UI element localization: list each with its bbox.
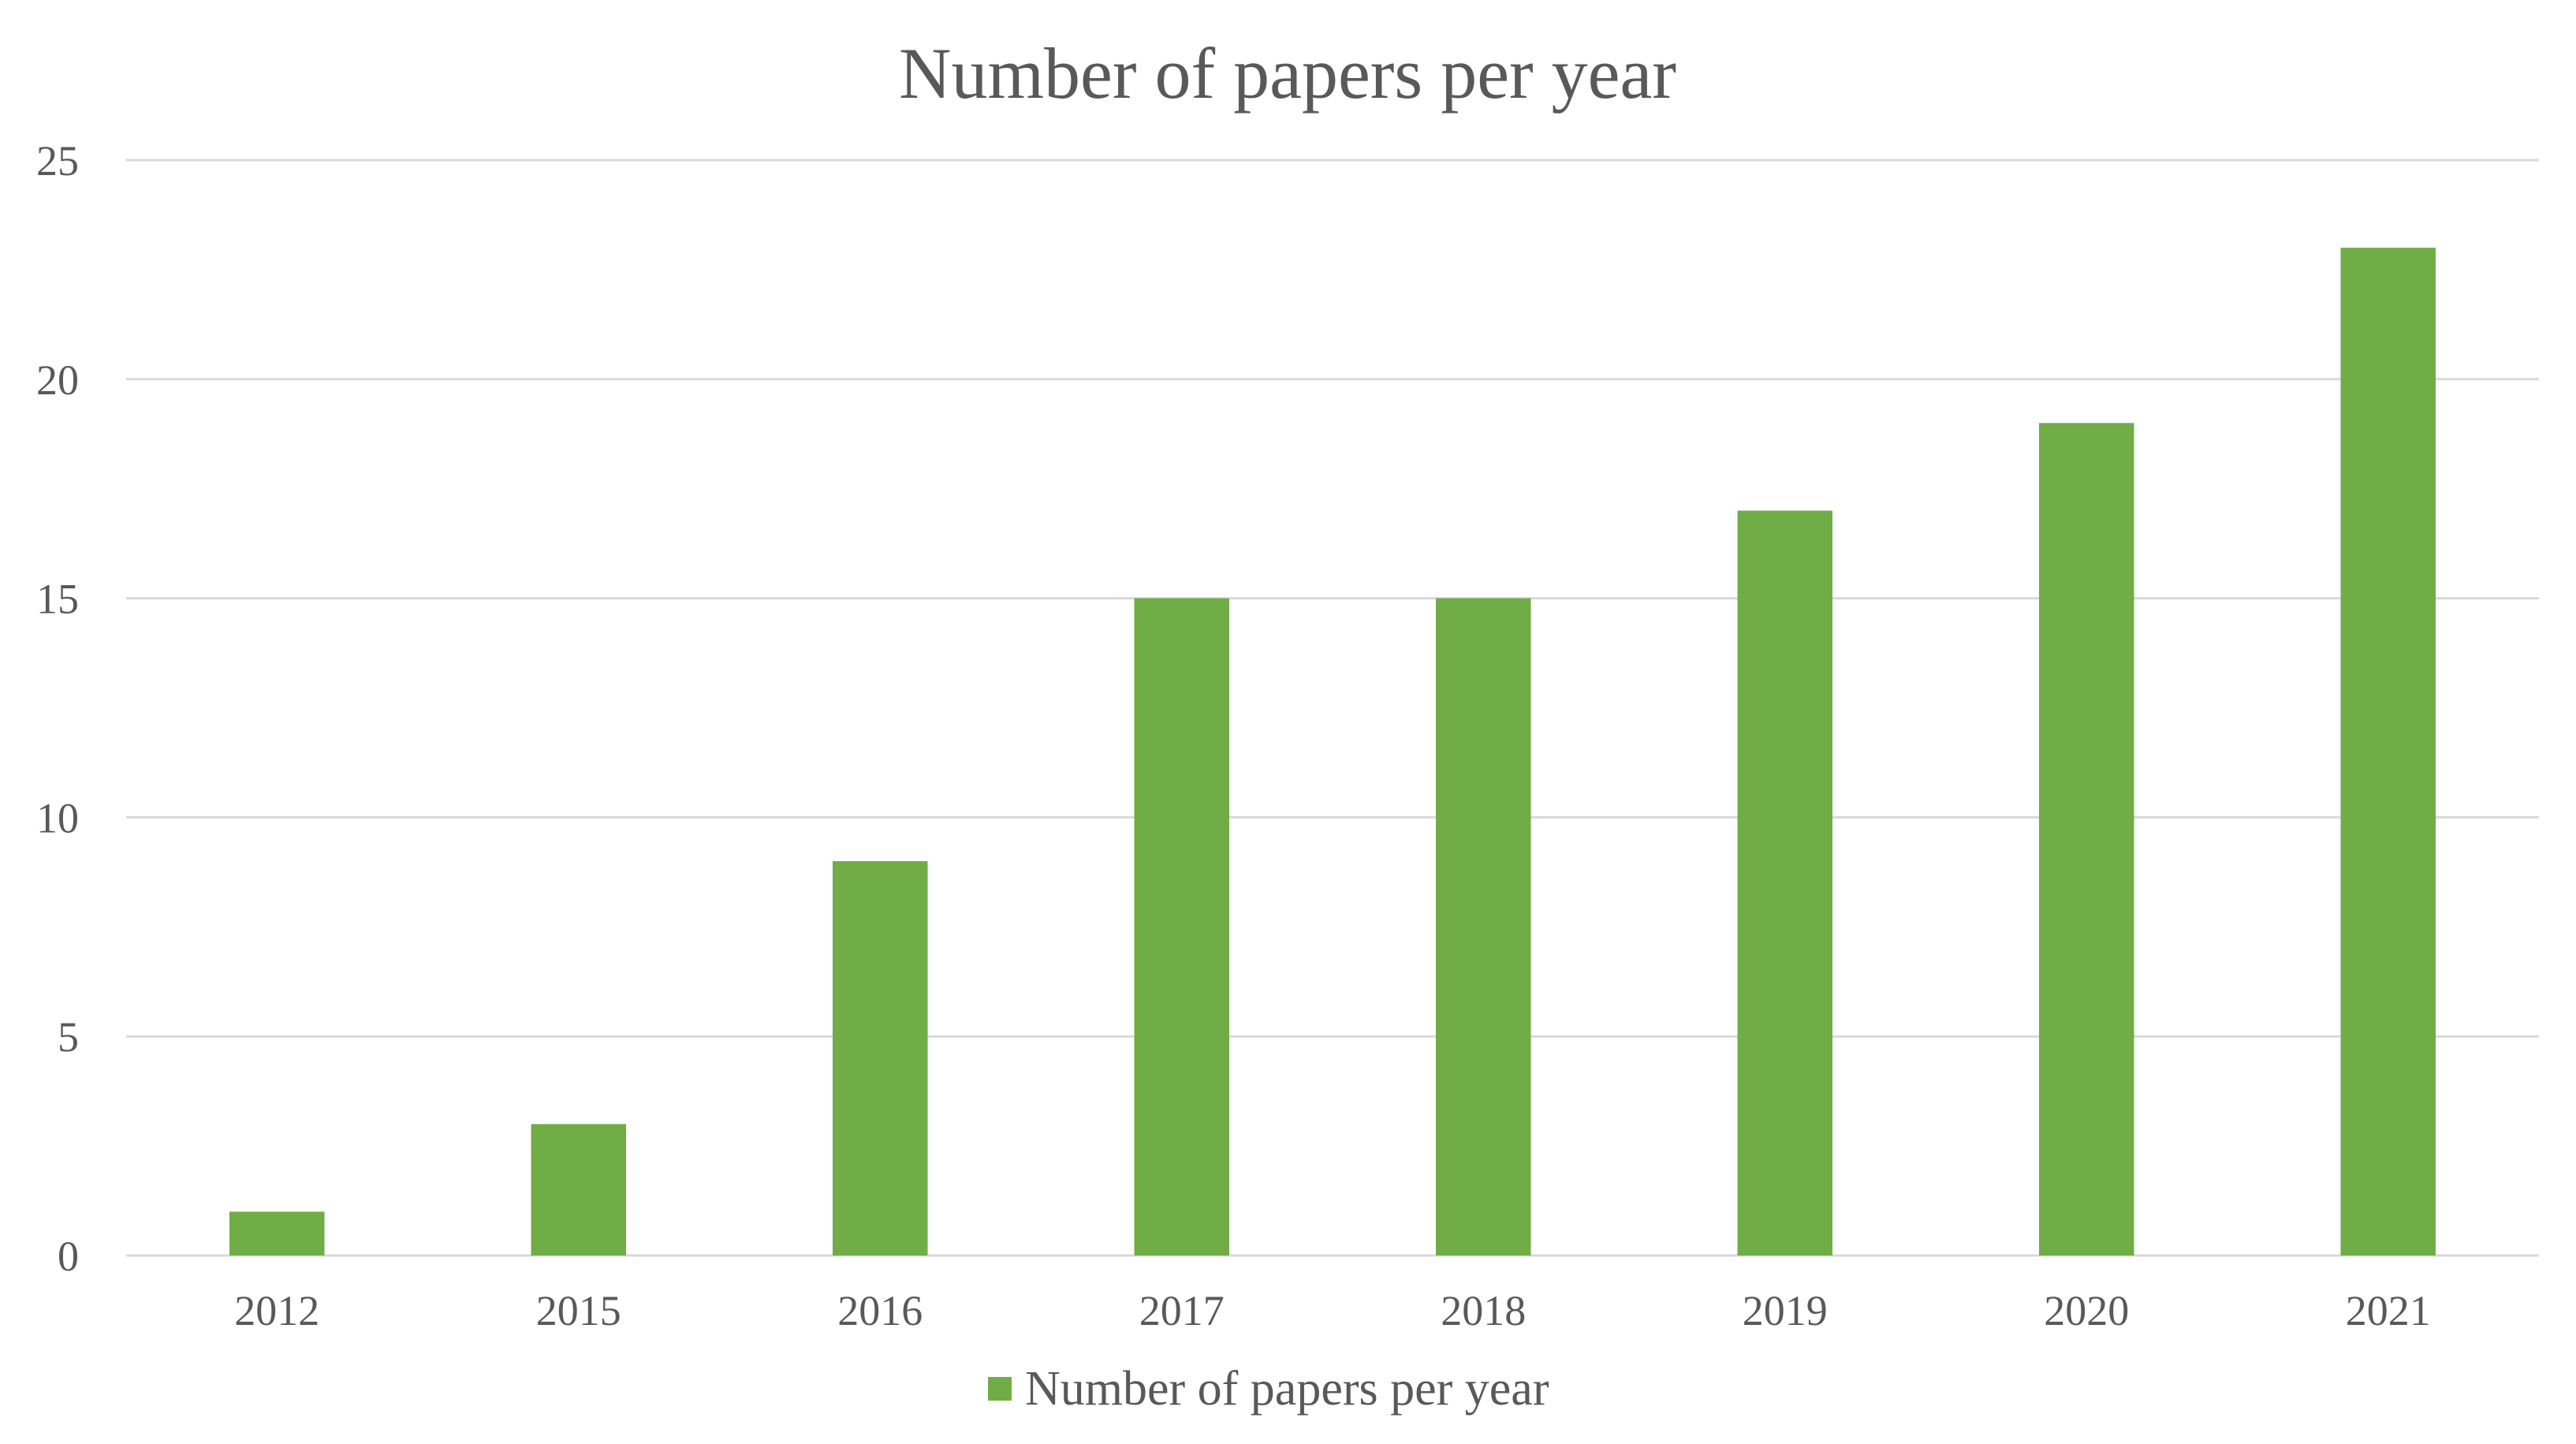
x-tick-label: 2021 (2346, 1287, 2431, 1334)
bar-2012 (229, 1211, 325, 1256)
x-tick-label: 2017 (1139, 1287, 1225, 1334)
bar-2021 (2340, 248, 2436, 1256)
y-tick-label: 5 (58, 1013, 79, 1061)
chart-title: Number of papers per year (899, 33, 1676, 114)
x-tick-label: 2015 (536, 1287, 621, 1334)
bar-2019 (1737, 510, 1832, 1256)
bar-2015 (531, 1124, 626, 1256)
bar-2017 (1134, 598, 1229, 1256)
gridlines (126, 159, 2539, 1257)
bar-2020 (2039, 423, 2134, 1256)
legend-label: Number of papers per year (1025, 1362, 1549, 1416)
y-tick-label: 20 (36, 356, 79, 404)
x-axis-tick-labels: 2012 2015 2016 2017 2018 2019 2020 2021 (234, 1287, 2431, 1334)
bar-2016 (833, 860, 928, 1256)
bars (229, 248, 2436, 1256)
legend: Number of papers per year (988, 1362, 1549, 1416)
y-tick-label: 10 (36, 794, 79, 841)
y-axis-tick-labels: 0 5 10 15 20 25 (36, 137, 79, 1280)
x-tick-label: 2012 (234, 1287, 319, 1334)
x-tick-label: 2019 (1743, 1287, 1828, 1334)
x-tick-label: 2016 (837, 1287, 923, 1334)
legend-swatch (988, 1377, 1012, 1401)
y-tick-label: 0 (58, 1233, 79, 1280)
y-tick-label: 15 (36, 576, 79, 623)
x-tick-label: 2020 (2044, 1287, 2129, 1334)
bar-2018 (1436, 598, 1531, 1256)
x-tick-label: 2018 (1441, 1287, 1526, 1334)
y-tick-label: 25 (36, 137, 79, 185)
